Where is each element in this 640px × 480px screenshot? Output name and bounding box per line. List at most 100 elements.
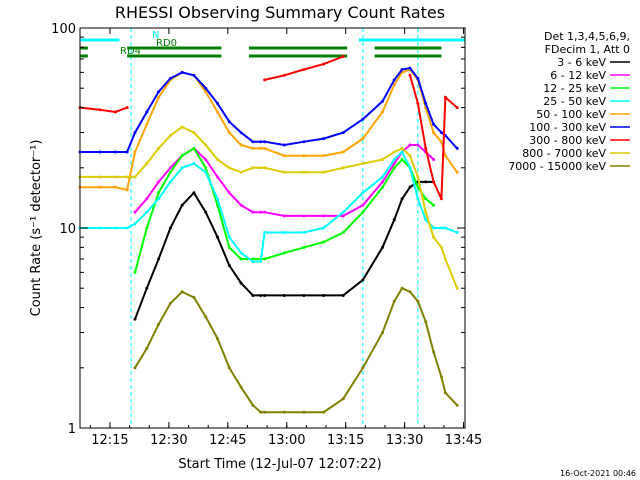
data-point-s3-7 [168, 180, 172, 184]
data-point-s6-31 [455, 106, 459, 110]
data-point-s2-8 [180, 154, 184, 158]
data-point-s3-28 [432, 226, 436, 230]
data-point-s3-24 [400, 150, 404, 154]
data-point-s2-22 [381, 185, 384, 189]
data-point-s2-13 [239, 257, 243, 261]
data-point-s3-6 [157, 197, 161, 201]
data-point-s6-20 [341, 55, 345, 59]
data-point-s5-23 [392, 78, 396, 82]
data-point-s0-22 [381, 245, 384, 249]
data-point-s4-14 [251, 146, 255, 150]
data-point-s8-31 [455, 403, 459, 407]
series-line-7-seg-0 [80, 125, 459, 289]
data-point-s3-26 [416, 197, 420, 201]
data-point-s7-5 [145, 162, 149, 166]
data-point-s3-13 [239, 251, 243, 255]
data-point-s8-10 [204, 315, 208, 319]
data-point-s4-28 [432, 131, 436, 135]
y-tick-label-1: 10 [59, 222, 76, 237]
data-point-s8-21 [361, 366, 365, 370]
data-point-s3-21 [361, 191, 365, 195]
data-point-s3-22 [381, 175, 384, 179]
data-point-s8-25 [408, 290, 412, 294]
data-point-s8-29 [439, 375, 443, 379]
data-point-s0-18 [302, 293, 306, 297]
series-line-6-seg-0 [79, 106, 128, 114]
data-point-s3-9 [192, 162, 196, 166]
data-point-s8-14 [251, 403, 255, 407]
data-point-s8-9 [192, 295, 196, 299]
data-point-s3-27 [424, 218, 428, 222]
data-point-s7-14 [251, 166, 255, 170]
data-point-s0-10 [204, 210, 208, 214]
data-point-s5-14 [251, 140, 255, 144]
data-point-s1-20 [341, 214, 345, 218]
data-point-s7-23 [392, 150, 396, 154]
data-point-s1-18 [302, 214, 306, 218]
data-point-s1-22 [381, 180, 384, 184]
data-point-s6-29 [439, 197, 443, 201]
data-point-s5-31 [455, 146, 459, 150]
data-point-s3-10 [204, 170, 208, 174]
x-axis-label: Start Time (12-Jul-07 12:07:22) [178, 457, 381, 472]
data-point-s8-16 [263, 410, 267, 414]
data-point-s4-3 [125, 188, 129, 192]
data-point-s5-10 [204, 86, 208, 90]
data-point-s7-17 [282, 170, 286, 174]
legend-entry-6: 300 - 800 keV [529, 134, 606, 147]
data-point-s4-1 [98, 185, 102, 189]
data-point-s6-17 [282, 73, 286, 77]
data-point-s3-14 [251, 259, 255, 263]
data-point-s1-7 [168, 166, 172, 170]
data-point-s3-17 [282, 230, 286, 234]
data-point-s8-30 [443, 391, 447, 395]
data-point-s8-13 [239, 385, 243, 389]
data-point-s0-11 [216, 235, 219, 239]
data-point-s2-27 [424, 197, 428, 201]
data-point-s2-28 [432, 203, 436, 207]
series-line-5-seg-0 [80, 67, 458, 153]
data-point-s5-26 [416, 76, 420, 80]
data-point-s3-5 [145, 210, 149, 214]
data-point-s1-10 [204, 158, 208, 162]
data-point-s2-23 [392, 166, 396, 170]
data-point-s4-12 [227, 131, 231, 135]
data-point-s5-8 [180, 70, 184, 74]
data-point-s5-17 [282, 143, 286, 147]
data-point-s0-19 [322, 293, 326, 297]
data-point-s0-15 [259, 293, 263, 297]
data-point-s7-21 [361, 162, 365, 166]
data-point-s2-9 [192, 146, 196, 150]
data-point-s1-26 [416, 143, 420, 147]
data-point-s8-27 [424, 320, 428, 324]
x-tick-label-5: 13:30 [386, 433, 423, 448]
data-point-s7-16 [263, 166, 267, 170]
data-point-s5-19 [322, 137, 326, 141]
data-point-s7-19 [322, 170, 326, 174]
data-point-s0-7 [168, 226, 172, 230]
legend-entry-0: 3 - 6 keV [557, 56, 606, 69]
data-point-s1-19 [322, 214, 326, 218]
data-point-s5-27 [424, 101, 428, 105]
data-point-s6-30 [443, 95, 447, 99]
data-point-s4-5 [145, 122, 149, 126]
data-point-s3-4 [133, 222, 137, 226]
data-point-s5-11 [216, 101, 219, 105]
data-point-s4-21 [361, 137, 365, 141]
data-point-s7-1 [98, 175, 102, 179]
data-point-s2-16 [263, 257, 267, 261]
data-point-s5-9 [192, 73, 196, 77]
data-point-s1-15 [259, 210, 263, 214]
data-point-s4-18 [302, 154, 306, 158]
data-point-s8-4 [133, 366, 137, 370]
data-point-s5-28 [432, 122, 436, 126]
data-point-s5-3 [125, 150, 129, 154]
data-point-s3-18 [302, 230, 306, 234]
data-point-s7-7 [168, 134, 172, 138]
data-point-s1-21 [361, 203, 365, 207]
data-point-s3-31 [455, 230, 459, 234]
y-axis-label: Count Rate (s⁻¹ detector⁻¹) [29, 140, 44, 317]
series-line-3-seg-0 [80, 150, 458, 263]
data-point-s1-11 [216, 175, 219, 179]
flag-label-rd4: RD4 [120, 46, 141, 57]
